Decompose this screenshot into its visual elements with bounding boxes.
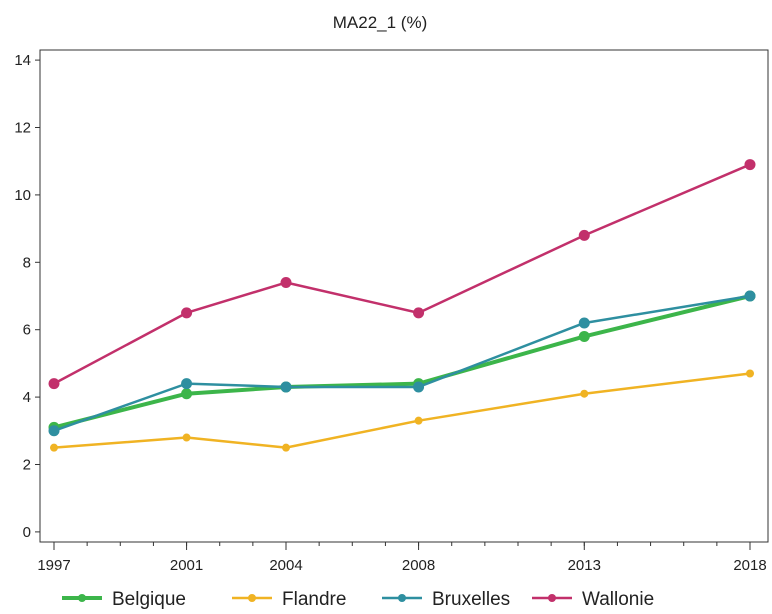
axes: 0 2 4 6 8 10 12 14 1997 2001 2004 2008 2013 2018 [14,49,769,574]
x-tick-label-4: 2013 [568,557,601,574]
data-point-bruxelles-2001 [181,378,193,390]
y-tick-label-7: 14 [14,52,31,69]
series-line-flandre [52,372,752,449]
x-tick-label-5: 2018 [733,557,766,574]
y-tick-label-5: 10 [14,187,31,204]
y-tick-label-1: 2 [23,456,31,473]
x-tick-label-2: 2004 [269,557,302,574]
data-point-bruxelles-2018 [744,290,756,302]
data-point-bruxelles-2004 [280,381,292,393]
data-point-bruxelles-2008 [413,381,425,393]
y-tick-label-4: 8 [23,254,31,271]
series-line-wallonie [52,163,752,385]
x-tick-label-0: 1997 [37,557,70,574]
series-layer [48,159,756,452]
legend-label-flandre: Flandre [282,589,346,610]
plot-frame [39,49,769,543]
series-line-bruxelles [52,294,752,433]
data-point-bruxelles-1997 [48,425,60,437]
y-tick-label-0: 0 [23,524,31,541]
data-point-flandre-2001 [182,433,191,442]
data-point-wallonie-2001 [181,307,193,319]
data-point-flandre-2018 [746,369,754,378]
data-point-flandre-1997 [50,443,58,452]
legend-marker-bruxelles [398,594,406,602]
chart-title: MA22_1 (%) [333,13,427,32]
data-point-flandre-2004 [282,443,290,452]
data-point-flandre-2008 [414,416,423,425]
y-tick-label-6: 12 [14,120,31,137]
data-point-wallonie-2013 [578,229,590,241]
data-point-flandre-2013 [580,389,589,398]
legend-label-bruxelles: Bruxelles [432,589,510,610]
y-tick-label-3: 6 [23,322,31,339]
legend: Belgique Flandre Bruxelles Wallonie [62,589,654,610]
data-point-wallonie-1997 [48,378,60,390]
data-point-belgique-2013 [578,330,590,342]
legend-marker-wallonie [548,594,556,602]
x-tick-label-3: 2008 [402,557,435,574]
legend-label-wallonie: Wallonie [582,589,654,610]
series-line-belgique [52,294,752,430]
x-tick-label-1: 2001 [170,557,203,574]
y-tick-label-2: 4 [23,389,31,406]
data-point-wallonie-2008 [413,307,425,319]
data-point-belgique-2001 [181,388,193,400]
data-point-wallonie-2018 [744,159,756,171]
legend-label-belgique: Belgique [112,589,186,610]
legend-marker-flandre [248,594,256,602]
legend-marker-belgique [78,594,86,602]
data-point-bruxelles-2013 [578,317,590,329]
data-point-wallonie-2004 [280,277,292,289]
